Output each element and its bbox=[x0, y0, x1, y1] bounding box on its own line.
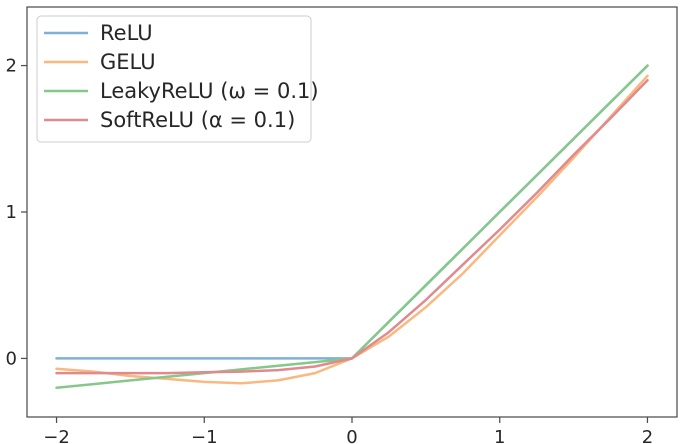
y-tick-label: 0 bbox=[6, 348, 17, 369]
legend-label: LeakyReLU (ω = 0.1) bbox=[100, 79, 319, 103]
x-tick-label: 0 bbox=[346, 427, 357, 444]
legend-label: GELU bbox=[100, 50, 156, 74]
series-lines bbox=[55, 64, 649, 389]
legend-box bbox=[36, 15, 312, 143]
x-tick-label: −1 bbox=[191, 427, 218, 444]
x-tick-label: 2 bbox=[642, 427, 653, 444]
legend-label: ReLU bbox=[100, 21, 153, 45]
y-tick-label: 2 bbox=[6, 56, 17, 77]
series-line-3 bbox=[55, 78, 649, 375]
y-tick-label: 1 bbox=[6, 202, 17, 223]
legend: ReLU GELU LeakyReLU (ω = 0.1) SoftReLU (α =… bbox=[36, 15, 319, 143]
legend-label: SoftReLU (α = 0.1) bbox=[100, 108, 295, 132]
axis-ticks: −2 −1 0 1 2 0 1 2 bbox=[6, 56, 654, 444]
x-tick-label: −2 bbox=[43, 427, 70, 444]
x-tick-label: 1 bbox=[494, 427, 505, 444]
